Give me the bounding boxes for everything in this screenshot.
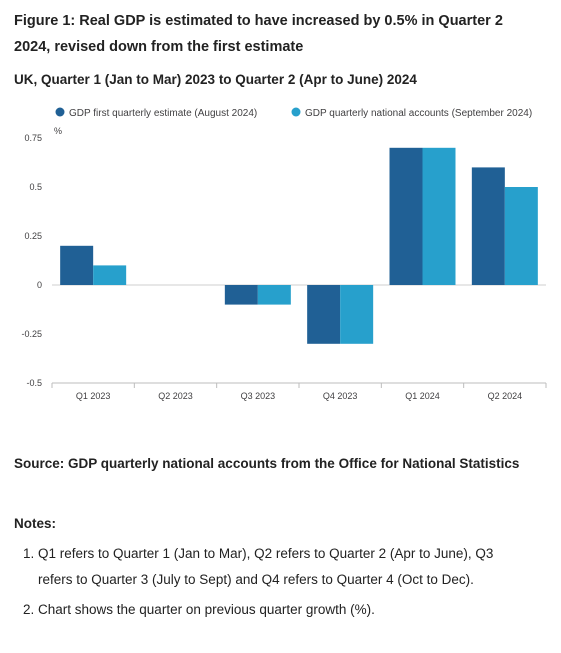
x-tick-label: Q2 2023 (158, 391, 193, 401)
bar (257, 285, 291, 305)
notes-list: Q1 refers to Quarter 1 (Jan to Mar), Q2 … (14, 541, 498, 627)
note-item: Chart shows the quarter on previous quar… (38, 597, 498, 623)
y-tick-label: 0 (37, 280, 42, 290)
bar (93, 265, 127, 285)
bar (60, 245, 94, 285)
note-item: Q1 refers to Quarter 1 (Jan to Mar), Q2 … (38, 541, 498, 593)
x-tick-label: Q3 2023 (241, 391, 276, 401)
bar (307, 285, 341, 344)
y-tick-label: 0.25 (24, 231, 42, 241)
notes-heading: Notes: (14, 516, 57, 531)
y-axis-unit-label: % (54, 126, 62, 136)
bar (422, 147, 456, 285)
source-note: Source: GDP quarterly national accounts … (14, 456, 520, 471)
legend-marker (291, 107, 301, 117)
x-tick-label: Q4 2023 (323, 391, 358, 401)
bar (504, 187, 538, 285)
figure-title: Figure 1: Real GDP is estimated to have … (14, 13, 503, 55)
legend-marker (55, 107, 65, 117)
chart-subtitle: UK, Quarter 1 (Jan to Mar) 2023 to Quart… (14, 72, 417, 87)
x-tick-label: Q1 2024 (405, 391, 440, 401)
legend-label: GDP first quarterly estimate (August 202… (69, 108, 257, 119)
gdp-bar-chart: GDP first quarterly estimate (August 202… (21, 107, 547, 401)
x-tick-label: Q2 2024 (488, 391, 523, 401)
bar (340, 285, 374, 344)
y-tick-label: 0.75 (24, 133, 42, 143)
bar (471, 167, 505, 285)
y-tick-label: -0.5 (26, 378, 42, 388)
bar (389, 147, 423, 285)
y-tick-label: -0.25 (21, 329, 42, 339)
bar (224, 285, 258, 305)
y-tick-label: 0.5 (29, 182, 42, 192)
x-tick-label: Q1 2023 (76, 391, 111, 401)
legend-label: GDP quarterly national accounts (Septemb… (305, 108, 532, 119)
